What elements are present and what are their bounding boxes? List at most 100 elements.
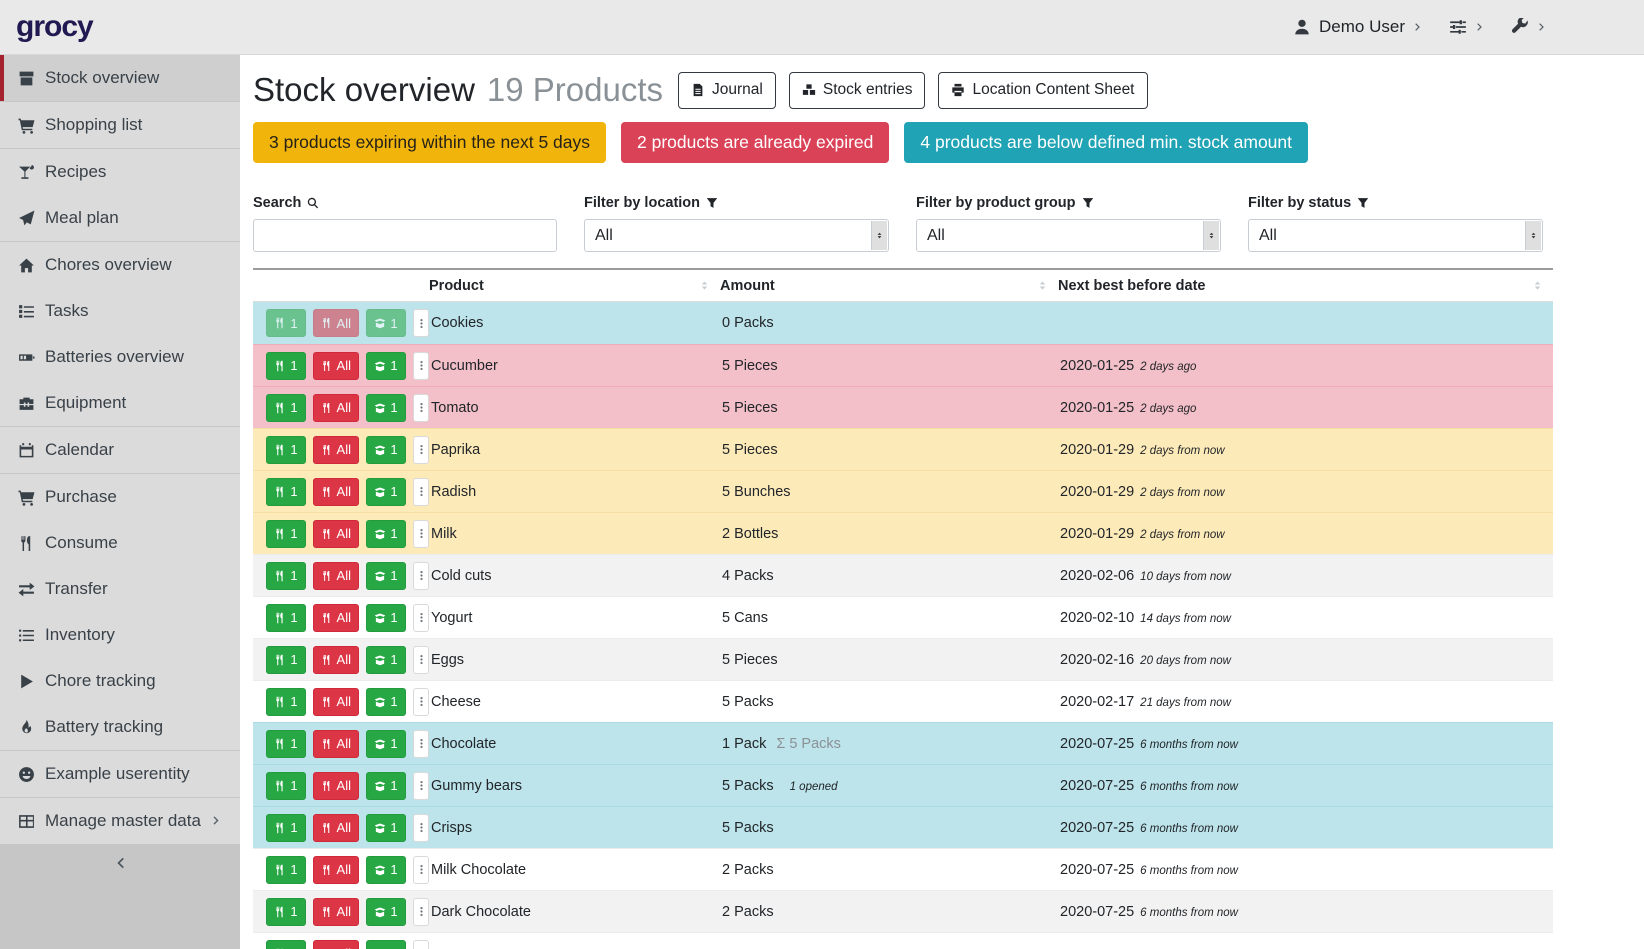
consume-one-button[interactable]: 1 [266, 688, 306, 716]
open-one-button[interactable]: 1 [366, 898, 406, 926]
sidebar-item-calendar[interactable]: Calendar [0, 427, 240, 473]
consume-one-button[interactable]: 1 [266, 772, 306, 800]
column-header-amount[interactable]: Amount [720, 278, 1058, 294]
banner-danger[interactable]: 2 products are already expired [621, 122, 889, 163]
consume-one-button[interactable]: 1 [266, 856, 306, 884]
consume-one-button[interactable]: 1 [266, 646, 306, 674]
open-one-button[interactable]: 1 [366, 856, 406, 884]
location-content-sheet-button[interactable]: Location Content Sheet [938, 72, 1147, 109]
row-menu-button[interactable] [413, 856, 429, 884]
settings-menu[interactable] [1449, 17, 1485, 37]
sidebar-item-purchase[interactable]: Purchase [0, 474, 240, 520]
consume-all-button[interactable]: All [313, 940, 359, 949]
consume-one-button[interactable]: 1 [266, 940, 306, 949]
open-one-button[interactable]: 1 [366, 520, 406, 548]
row-menu-button[interactable] [413, 772, 429, 800]
consume-one-button[interactable]: 1 [266, 309, 306, 337]
banner-warning[interactable]: 3 products expiring within the next 5 da… [253, 122, 606, 163]
consume-one-button[interactable]: 1 [266, 730, 306, 758]
journal-button[interactable]: Journal [678, 72, 776, 109]
sidebar-item-shopping-list[interactable]: Shopping list [0, 102, 240, 148]
consume-all-button[interactable]: All [313, 646, 359, 674]
row-menu-button[interactable] [413, 562, 429, 590]
consume-all-button[interactable]: All [313, 394, 359, 422]
row-menu-button[interactable] [413, 898, 429, 926]
consume-all-button[interactable]: All [313, 352, 359, 380]
sidebar-item-batteries-overview[interactable]: Batteries overview [0, 334, 240, 380]
consume-one-button[interactable]: 1 [266, 352, 306, 380]
row-menu-button[interactable] [413, 814, 429, 842]
row-menu-button[interactable] [413, 478, 429, 506]
consume-one-button[interactable]: 1 [266, 394, 306, 422]
consume-one-button[interactable]: 1 [266, 520, 306, 548]
consume-all-button[interactable]: All [313, 814, 359, 842]
consume-one-button[interactable]: 1 [266, 436, 306, 464]
open-one-button[interactable]: 1 [366, 814, 406, 842]
sidebar-item-chores-overview[interactable]: Chores overview [0, 242, 240, 288]
consume-one-button[interactable]: 1 [266, 562, 306, 590]
open-one-button[interactable]: 1 [366, 436, 406, 464]
row-menu-button[interactable] [413, 394, 429, 422]
consume-all-button[interactable]: All [313, 436, 359, 464]
row-menu-button[interactable] [413, 688, 429, 716]
open-one-button[interactable]: 1 [366, 562, 406, 590]
filter-by-location-select[interactable]: All [584, 219, 889, 252]
open-one-button[interactable]: 1 [366, 604, 406, 632]
sidebar-item-transfer[interactable]: Transfer [0, 566, 240, 612]
sidebar-item-stock-overview[interactable]: Stock overview [0, 55, 240, 101]
column-header-next-best-before-date[interactable]: Next best before date [1058, 278, 1553, 294]
user-menu[interactable]: Demo User [1293, 17, 1423, 37]
consume-one-button[interactable]: 1 [266, 478, 306, 506]
open-one-button[interactable]: 1 [366, 688, 406, 716]
open-one-button[interactable]: 1 [366, 646, 406, 674]
app-logo[interactable]: grocy [16, 10, 93, 44]
sidebar-item-equipment[interactable]: Equipment [0, 380, 240, 426]
stock-entries-button[interactable]: Stock entries [789, 72, 926, 109]
filter-by-product-group-select[interactable]: All [916, 219, 1221, 252]
sidebar-item-example-userentity[interactable]: Example userentity [0, 751, 240, 797]
open-one-button[interactable]: 1 [366, 309, 406, 337]
row-menu-button[interactable] [413, 352, 429, 380]
row-menu-button[interactable] [413, 309, 429, 337]
row-menu-button[interactable] [413, 646, 429, 674]
sidebar-item-consume[interactable]: Consume [0, 520, 240, 566]
sidebar-item-manage-master-data[interactable]: Manage master data [0, 798, 240, 844]
row-menu-button[interactable] [413, 730, 429, 758]
filter-by-status-select[interactable]: All [1248, 219, 1543, 252]
consume-one-button[interactable]: 1 [266, 898, 306, 926]
column-header-product[interactable]: Product [429, 278, 720, 294]
sidebar-item-meal-plan[interactable]: Meal plan [0, 195, 240, 241]
open-one-button[interactable]: 1 [366, 940, 406, 949]
consume-all-button[interactable]: All [313, 478, 359, 506]
banner-info[interactable]: 4 products are below defined min. stock … [904, 122, 1308, 163]
open-one-button[interactable]: 1 [366, 394, 406, 422]
row-menu-button[interactable] [413, 940, 429, 949]
row-menu-button[interactable] [413, 520, 429, 548]
row-menu-button[interactable] [413, 436, 429, 464]
sidebar-item-inventory[interactable]: Inventory [0, 612, 240, 658]
consume-all-button[interactable]: All [313, 520, 359, 548]
sidebar-collapse-button[interactable] [0, 844, 240, 949]
search-input[interactable] [253, 219, 557, 252]
open-one-button[interactable]: 1 [366, 352, 406, 380]
row-menu-button[interactable] [413, 604, 429, 632]
consume-all-button[interactable]: All [313, 730, 359, 758]
consume-all-button[interactable]: All [313, 772, 359, 800]
consume-all-button[interactable]: All [313, 604, 359, 632]
sidebar-item-chore-tracking[interactable]: Chore tracking [0, 658, 240, 704]
consume-all-button[interactable]: All [313, 856, 359, 884]
open-one-button[interactable]: 1 [366, 730, 406, 758]
best-before-date: 2020-02-17 [1060, 694, 1134, 710]
consume-all-button[interactable]: All [313, 562, 359, 590]
sidebar-item-battery-tracking[interactable]: Battery tracking [0, 704, 240, 750]
consume-all-button[interactable]: All [313, 688, 359, 716]
consume-one-button[interactable]: 1 [266, 604, 306, 632]
consume-one-button[interactable]: 1 [266, 814, 306, 842]
consume-all-button[interactable]: All [313, 898, 359, 926]
consume-all-button[interactable]: All [313, 309, 359, 337]
open-one-button[interactable]: 1 [366, 772, 406, 800]
sidebar-item-tasks[interactable]: Tasks [0, 288, 240, 334]
admin-menu[interactable] [1511, 17, 1547, 37]
open-one-button[interactable]: 1 [366, 478, 406, 506]
sidebar-item-recipes[interactable]: Recipes [0, 149, 240, 195]
